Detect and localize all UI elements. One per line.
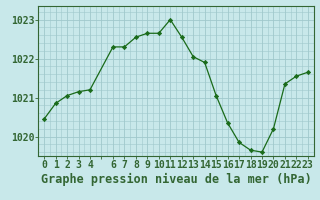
- X-axis label: Graphe pression niveau de la mer (hPa): Graphe pression niveau de la mer (hPa): [41, 173, 311, 186]
